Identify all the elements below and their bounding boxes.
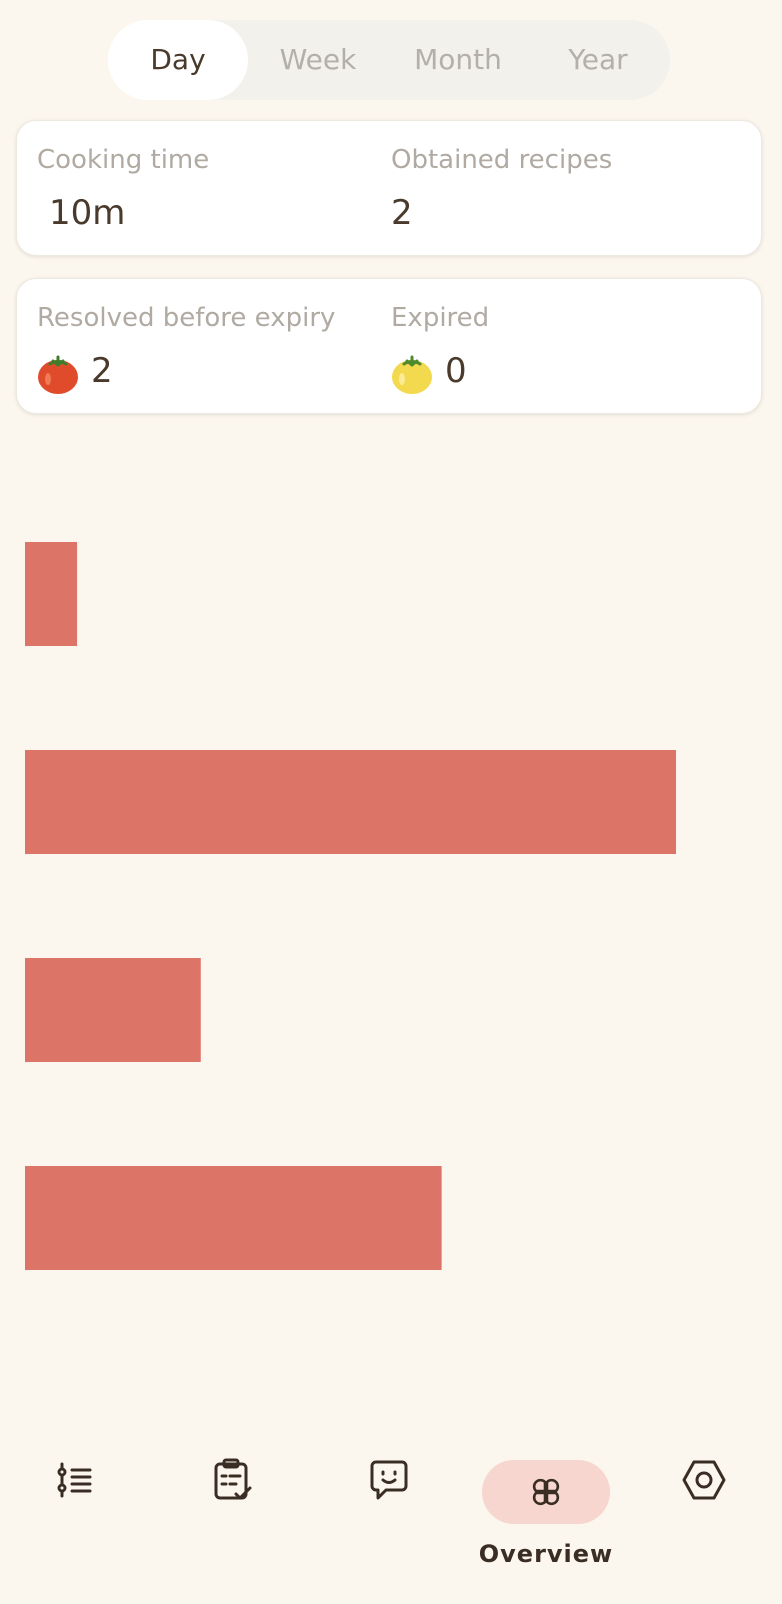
tab-day[interactable]: Day (108, 20, 248, 100)
cooking-time-label: Cooking time (37, 145, 210, 175)
chart-bar-3 (25, 958, 201, 1062)
list-icon (57, 1462, 92, 1498)
nav-chat[interactable] (328, 1440, 448, 1580)
horizontal-bar-chart (25, 542, 676, 1270)
tab-year[interactable]: Year (568, 43, 628, 76)
tab-week[interactable]: Week (279, 43, 357, 76)
chart-bar-4 (25, 1166, 442, 1270)
chart-bar-2 (25, 750, 676, 854)
cooking-stats-card: Cooking time 10m Obtained recipes 2 (16, 120, 762, 256)
bottom-nav: Overview (0, 1440, 782, 1604)
yellow-tomato-icon (392, 355, 432, 394)
tab-month[interactable]: Month (414, 43, 502, 76)
chat-icon (370, 1460, 408, 1500)
nav-list[interactable] (16, 1440, 136, 1580)
cooking-time-value: 10m (49, 193, 126, 233)
expiry-stats-card: Resolved before expiry 2 Expired 0 (16, 278, 762, 414)
red-tomato-icon (38, 355, 78, 394)
expired-value: 0 (445, 351, 467, 391)
chart-bar-1 (25, 542, 78, 646)
overview-icon (532, 1478, 560, 1506)
nav-checklist[interactable] (172, 1440, 292, 1580)
checklist-icon (214, 1458, 252, 1500)
period-selector: Day Week Month Year (108, 20, 670, 100)
expired-label: Expired (391, 303, 490, 333)
settings-icon (682, 1460, 726, 1500)
nav-overview-label: Overview (478, 1540, 614, 1568)
resolved-value: 2 (91, 351, 113, 391)
obtained-recipes-label: Obtained recipes (391, 145, 613, 175)
obtained-recipes-value: 2 (391, 193, 413, 233)
nav-settings[interactable] (644, 1440, 764, 1580)
resolved-label: Resolved before expiry (37, 303, 336, 333)
